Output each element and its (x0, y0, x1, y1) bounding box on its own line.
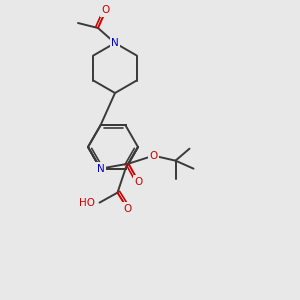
Text: O: O (102, 5, 110, 15)
Text: O: O (123, 204, 132, 214)
Text: O: O (149, 151, 158, 161)
Text: HO: HO (80, 198, 95, 208)
Text: O: O (134, 177, 142, 187)
Text: N: N (111, 38, 119, 48)
Text: N: N (97, 164, 104, 174)
